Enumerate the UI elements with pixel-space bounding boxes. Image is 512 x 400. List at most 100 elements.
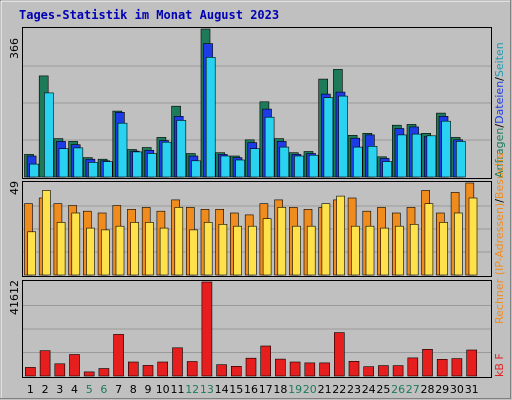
- traffic-bar-kb-f-day-30: [451, 358, 463, 377]
- legend-hosts-label: Rechner (IP-Adressen): [493, 203, 506, 324]
- requests-bar-seiten-day-23: [352, 146, 363, 178]
- traffic-bar-kb-f-day-5: [83, 371, 95, 377]
- day-label-1: 1: [27, 383, 34, 396]
- traffic-bar-kb-f-day-15: [231, 365, 242, 377]
- day-label-10: 10: [156, 383, 170, 396]
- requests-bar-seiten-day-5: [88, 162, 98, 178]
- day-label-30: 30: [450, 383, 464, 396]
- traffic-bar-kb-f-day-17: [260, 345, 272, 377]
- traffic-bar-kb-f-day-11: [172, 347, 183, 377]
- requests-bar-seiten-day-29: [441, 120, 451, 178]
- traffic-bar-kb-f-day-22: [333, 332, 345, 377]
- legend-pages-label: Seiten: [493, 42, 506, 77]
- traffic-bar-kb-f-day-21: [319, 362, 330, 377]
- day-label-4: 4: [71, 383, 78, 396]
- traffic-bar-kb-f-day-24: [363, 366, 375, 377]
- requests-max-label: 366: [8, 38, 21, 59]
- day-labels: 1 2 3 4 5 6 7 8 9 10 11 12 13 14 15 16 17 18 19 20 21 22 23 24 2…: [27, 383, 479, 396]
- legend-separator: /: [493, 77, 506, 81]
- visits-bar-rechner-ip-adressen--day-2: [42, 190, 51, 276]
- day-label-29: 29: [435, 383, 449, 396]
- requests-bar-seiten-day-26: [397, 134, 407, 178]
- requests-bar-seiten-day-13: [205, 56, 216, 178]
- visits-bar-rechner-ip-adressen--day-7: [115, 225, 125, 276]
- chart-title: Tages-Statistik im Monat August 2023: [19, 8, 279, 22]
- traffic-bar-kb-f-day-26: [392, 365, 404, 377]
- requests-bar-seiten-day-18: [279, 146, 290, 178]
- visits-bar-rechner-ip-adressen--day-20: [306, 225, 316, 276]
- day-label-26: 26: [391, 383, 405, 396]
- visits-bar-rechner-ip-adressen--day-19: [292, 225, 301, 276]
- visits-bar-rechner-ip-adressen--day-15: [233, 225, 242, 276]
- day-label-28: 28: [421, 383, 435, 396]
- day-label-14: 14: [215, 383, 229, 396]
- requests-bar-seiten-day-14: [220, 155, 231, 178]
- legend-visits-label: Besuche: [493, 152, 506, 199]
- day-label-21: 21: [318, 383, 332, 396]
- requests-bar-seiten-day-2: [44, 92, 54, 178]
- day-label-16: 16: [244, 383, 258, 396]
- visits-bar-rechner-ip-adressen--day-30: [453, 212, 463, 276]
- day-label-19: 19: [288, 383, 302, 396]
- traffic-bar-kb-f-day-2: [39, 350, 51, 377]
- traffic-bar-kb-f-day-7: [113, 334, 124, 377]
- visits-bar-rechner-ip-adressen--day-9: [145, 222, 154, 276]
- traffic-bar-kb-f-day-20: [304, 362, 316, 377]
- visits-bar-rechner-ip-adressen--day-31: [468, 197, 478, 276]
- traffic-bar-kb-f-day-28: [422, 348, 433, 377]
- traffic-bar-kb-f-day-9: [142, 365, 154, 377]
- day-label-31: 31: [465, 383, 479, 396]
- requests-bar-seiten-day-19: [294, 155, 304, 178]
- visits-bar-rechner-ip-adressen--day-6: [101, 229, 110, 276]
- day-label-2: 2: [42, 383, 49, 396]
- day-label-3: 3: [56, 383, 63, 396]
- legend-traffic-label: kB F: [493, 353, 506, 377]
- visits-bar-rechner-ip-adressen--day-12: [189, 229, 198, 276]
- visits-bar-rechner-ip-adressen--day-5: [86, 227, 95, 276]
- traffic-bar-kb-f-day-1: [25, 367, 36, 377]
- visits-bar-rechner-ip-adressen--day-22: [336, 195, 345, 276]
- day-label-13: 13: [200, 383, 214, 396]
- legend-separator: /: [493, 199, 506, 203]
- legend-requests-label: Anfragen: [493, 128, 506, 178]
- visits-bar-rechner-ip-adressen--day-28: [424, 203, 434, 276]
- day-label-7: 7: [115, 383, 122, 396]
- visits-bar-rechner-ip-adressen--day-16: [248, 225, 257, 276]
- visits-bar-rechner-ip-adressen--day-27: [409, 224, 419, 276]
- visits-bar-rechner-ip-adressen--day-4: [71, 212, 81, 276]
- requests-bar-seiten-day-22: [338, 95, 348, 178]
- bars-layer: [24, 28, 478, 377]
- requests-bar-seiten-day-24: [367, 146, 378, 178]
- traffic-bar-kb-f-day-25: [378, 365, 389, 377]
- traffic-bar-kb-f-day-18: [275, 358, 286, 377]
- legend-separator: /: [493, 124, 506, 128]
- visits-bar-rechner-ip-adressen--day-10: [159, 227, 169, 276]
- day-label-11: 11: [171, 383, 185, 396]
- visits-bar-rechner-ip-adressen--day-18: [277, 207, 287, 276]
- requests-bar-seiten-day-4: [73, 147, 84, 178]
- visits-bar-rechner-ip-adressen--day-1: [27, 231, 37, 276]
- legend-files-label: Dateien: [493, 81, 506, 124]
- day-label-12: 12: [185, 383, 199, 396]
- requests-bar-seiten-day-15: [235, 159, 245, 178]
- requests-bar-seiten-day-17: [264, 116, 275, 178]
- traffic-bar-kb-f-day-6: [98, 368, 110, 377]
- requests-bar-seiten-day-20: [308, 154, 319, 178]
- visits-bar-rechner-ip-adressen--day-26: [395, 225, 404, 276]
- requests-bar-seiten-day-12: [191, 160, 201, 178]
- day-label-6: 6: [100, 383, 107, 396]
- legend-lower: kB F: [493, 353, 506, 377]
- traffic-bar-kb-f-day-23: [348, 360, 360, 377]
- requests-bar-seiten-day-25: [382, 161, 393, 178]
- requests-bar-seiten-day-11: [176, 120, 187, 178]
- visits-bar-rechner-ip-adressen--day-29: [439, 222, 448, 276]
- visits-bar-rechner-ip-adressen--day-21: [321, 203, 331, 276]
- visits-bar-rechner-ip-adressen--day-17: [262, 218, 272, 276]
- visits-bar-rechner-ip-adressen--day-3: [56, 222, 66, 276]
- day-label-20: 20: [303, 383, 317, 396]
- traffic-bar-kb-f-day-12: [186, 361, 198, 377]
- traffic-bar-kb-f-day-16: [245, 357, 257, 377]
- requests-bar-seiten-day-30: [455, 141, 466, 178]
- legend-middle: Rechner (IP-Adressen)/Besuche: [493, 152, 506, 324]
